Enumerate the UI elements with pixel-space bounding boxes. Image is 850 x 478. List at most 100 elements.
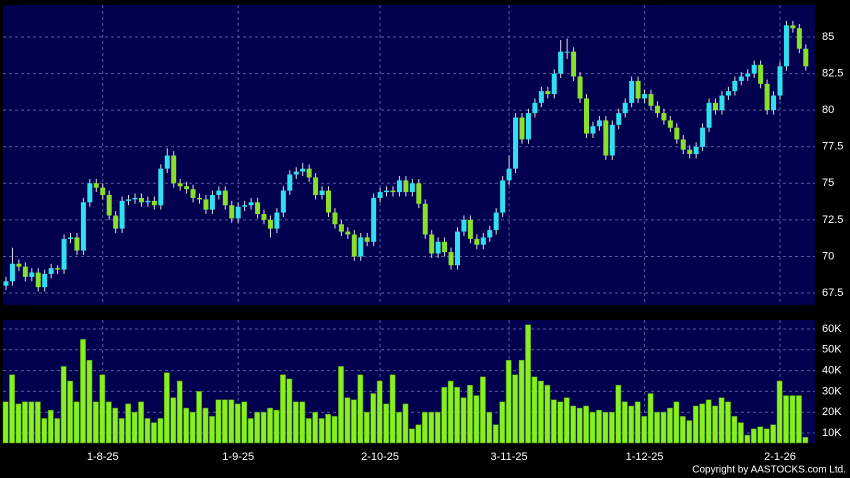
candle-body [558, 51, 564, 74]
candle-body [629, 80, 635, 103]
volume-bar [441, 386, 448, 444]
volume-bar [725, 401, 731, 444]
volume-bar [273, 409, 280, 444]
candle-body [35, 272, 41, 288]
volume-bar [647, 393, 654, 444]
candle-body [609, 124, 615, 156]
volume-bar [376, 380, 383, 444]
volume-bar [557, 401, 564, 444]
volume-bar [512, 374, 518, 444]
candle-body [358, 237, 364, 257]
volume-bar [505, 359, 512, 444]
x-tick-label: 1-12-25 [626, 451, 664, 463]
volume-bar [750, 428, 757, 444]
volume-bar [363, 411, 370, 444]
candle-body [674, 127, 680, 140]
candle-body [345, 231, 351, 235]
volume-bar [447, 380, 454, 444]
candle-body [22, 266, 28, 277]
candle-body [416, 183, 422, 204]
candle-body [545, 91, 551, 95]
candle-body [42, 273, 48, 288]
volume-bar [260, 411, 267, 444]
volume-bar [15, 403, 22, 444]
volume-bar [621, 401, 628, 444]
volume-bar [757, 426, 764, 444]
candle-body [113, 215, 119, 229]
candle-body [235, 206, 241, 219]
candle-body [532, 102, 538, 114]
candle-body [513, 117, 519, 169]
volume-bar [641, 416, 647, 444]
volume-bar [776, 380, 783, 444]
y-tick-label: 70 [822, 250, 834, 262]
volume-bar [9, 374, 15, 444]
candle-body [642, 94, 648, 99]
volume-bar [712, 405, 718, 444]
volume-bar [763, 428, 770, 444]
candle-body [313, 177, 319, 196]
candle-body [16, 263, 22, 267]
volume-bar [247, 418, 254, 444]
candle-body [525, 113, 531, 140]
volume-bar [783, 395, 789, 444]
candle-body [648, 94, 654, 106]
volume-bar [576, 407, 583, 444]
candle-body [551, 73, 557, 95]
volume-bar [583, 405, 589, 444]
volume-bar [293, 401, 299, 444]
candle-body [100, 187, 106, 196]
candle-body [138, 197, 144, 203]
candle-body [326, 190, 331, 213]
volume-bar [234, 403, 241, 444]
x-tick-label: 1-8-25 [87, 451, 119, 463]
candle-body [55, 268, 61, 270]
volume-bar [228, 399, 235, 444]
candle-body [280, 190, 286, 213]
volume-bar [383, 403, 389, 444]
volume-bar [686, 420, 693, 444]
volume-bar [86, 359, 93, 444]
volume-bar [93, 401, 99, 444]
candle-body [409, 183, 415, 193]
volume-bar [344, 397, 351, 444]
candle-body [274, 212, 280, 229]
candle-body [738, 76, 744, 81]
candle-body [719, 95, 725, 111]
volume-bar [370, 393, 377, 444]
y-tick-label: 67.5 [822, 287, 843, 299]
candle-body [319, 190, 325, 196]
candle-body [80, 202, 86, 251]
candle-body [300, 168, 306, 172]
volume-bar [660, 411, 667, 444]
volume-tick-label: 30K [822, 385, 842, 397]
volume-bar [796, 395, 802, 444]
candle-body [584, 98, 589, 134]
candle-body [229, 205, 235, 219]
volume-bar [718, 397, 725, 444]
volume-bar [596, 409, 602, 444]
volume-bar [28, 401, 35, 444]
volume-bar [99, 374, 106, 444]
candle-body [216, 190, 222, 196]
candle-body [622, 102, 628, 114]
volume-bar [473, 395, 480, 444]
candle-body [455, 231, 460, 266]
volume-bar [467, 384, 473, 444]
candle-body [364, 237, 370, 242]
volume-tick-label: 50K [822, 344, 842, 356]
volume-bar [802, 436, 809, 444]
candle-body [500, 180, 506, 213]
volume-bar [570, 405, 577, 444]
candle-body [306, 168, 312, 178]
candle-body [783, 25, 789, 67]
volume-bar [673, 401, 680, 444]
candle-body [687, 149, 693, 155]
candle-body [493, 212, 499, 231]
volume-bar [338, 366, 344, 444]
candle-body [571, 51, 577, 77]
volume-tick-label: 20K [822, 406, 842, 418]
volume-bar [280, 374, 286, 444]
volume-bar [183, 407, 190, 444]
volume-bar [267, 407, 273, 444]
